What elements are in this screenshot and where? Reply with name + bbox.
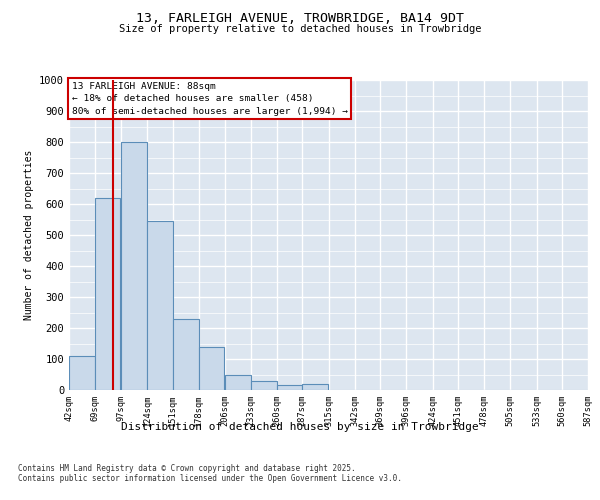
Bar (199, 346, 224, 390)
Bar (147, 221, 173, 390)
Text: 13 FARLEIGH AVENUE: 88sqm
← 18% of detached houses are smaller (458)
80% of semi: 13 FARLEIGH AVENUE: 88sqm ← 18% of detac… (71, 82, 347, 116)
Text: 13, FARLEIGH AVENUE, TROWBRIDGE, BA14 9DT: 13, FARLEIGH AVENUE, TROWBRIDGE, BA14 9D… (136, 12, 464, 26)
Bar (69, 356, 95, 390)
Bar (173, 318, 199, 390)
Bar (225, 374, 251, 390)
Bar (277, 386, 302, 390)
Bar (302, 384, 328, 390)
Y-axis label: Number of detached properties: Number of detached properties (23, 150, 34, 320)
Text: Contains public sector information licensed under the Open Government Licence v3: Contains public sector information licen… (18, 474, 402, 483)
Text: Contains HM Land Registry data © Crown copyright and database right 2025.: Contains HM Land Registry data © Crown c… (18, 464, 356, 473)
Bar (251, 380, 277, 390)
Bar (95, 198, 121, 390)
Bar (121, 142, 147, 390)
Text: Size of property relative to detached houses in Trowbridge: Size of property relative to detached ho… (119, 24, 481, 34)
Text: Distribution of detached houses by size in Trowbridge: Distribution of detached houses by size … (121, 422, 479, 432)
